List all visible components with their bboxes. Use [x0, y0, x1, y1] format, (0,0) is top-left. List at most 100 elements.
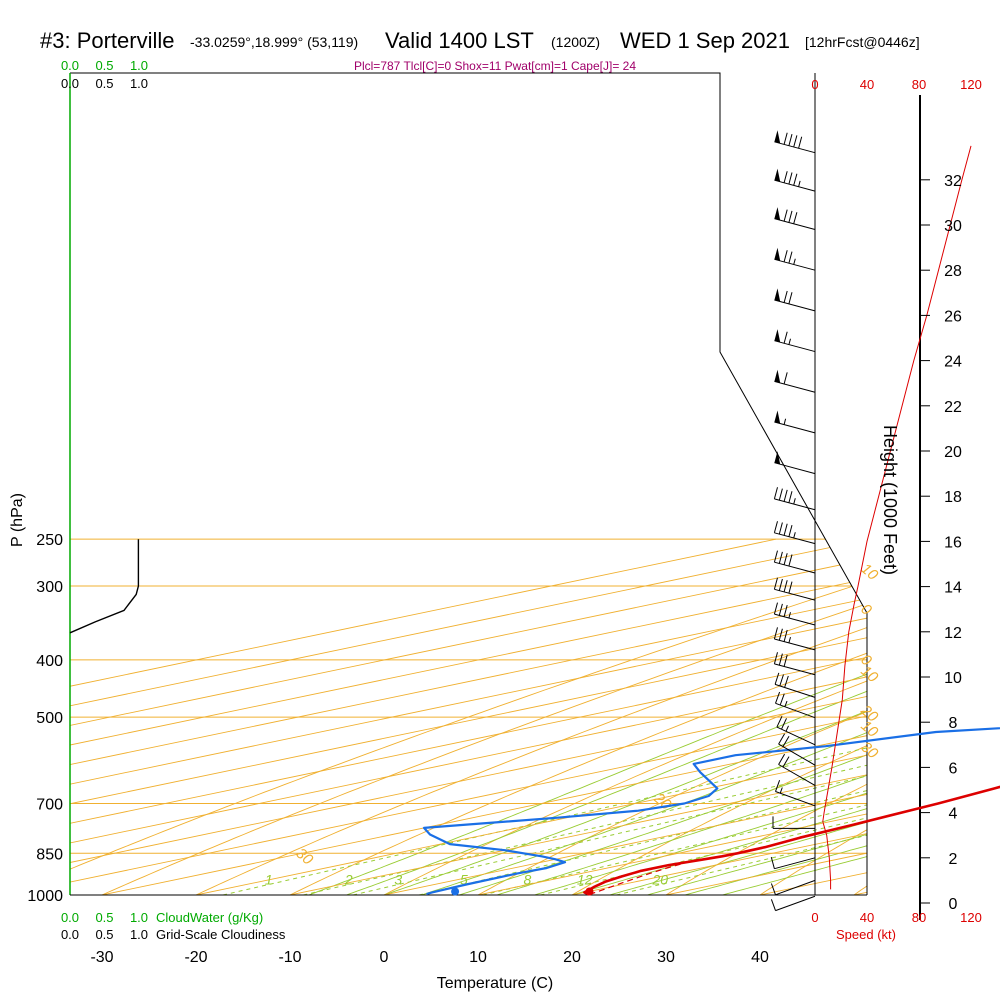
height-tick-label: 32 — [944, 173, 962, 190]
wind-barb — [773, 627, 816, 651]
moist-adiabat-line — [459, 538, 867, 895]
wind-barb-feather — [778, 628, 783, 641]
wind-barb-feather — [778, 603, 783, 616]
dry-adiabat-line — [740, 528, 867, 895]
isotherm-line — [571, 538, 867, 895]
temperature-tick-label: -10 — [278, 949, 301, 966]
dry-adiabat-line — [264, 528, 867, 895]
wind-barb-shaft — [774, 857, 816, 870]
cloudwater-tick-label-top: 1.0 — [130, 58, 148, 73]
wind-barb-feather — [788, 292, 793, 305]
mixing-ratio-label: 20 — [651, 872, 668, 888]
wind-barb-shaft — [774, 218, 816, 231]
pressure-ticks: 250 300 400 500 700 850 1000 — [27, 532, 63, 905]
isotherm-line — [383, 538, 867, 895]
height-axis-title: Height (1000 Feet) — [880, 425, 900, 575]
wind-barb-pennant — [774, 410, 781, 424]
moist-adiabat-line — [496, 538, 867, 895]
height-tick-label: 22 — [944, 399, 962, 416]
wind-barb-feather — [779, 674, 784, 687]
wind-barb-feather — [783, 372, 788, 385]
wind-barb-feather — [775, 691, 781, 704]
wind-barb — [774, 672, 816, 698]
wind-barb-feather — [783, 523, 788, 536]
height-tick-label: 16 — [944, 534, 962, 551]
wind-barb — [773, 602, 816, 626]
wind-barb-feather — [788, 338, 791, 345]
wind-barb — [774, 288, 816, 312]
wind-barb — [770, 879, 816, 896]
wind-barb-pennant — [774, 168, 781, 182]
wind-barb — [774, 410, 816, 434]
wind-barb-feather — [785, 725, 789, 732]
parcel-path — [589, 858, 699, 896]
wind-barb-feather — [783, 604, 788, 617]
isotherm-line — [101, 538, 867, 895]
mixing-ratio-label: 2 — [344, 872, 353, 888]
parcel-line — [589, 858, 699, 896]
wind-barb-feather — [793, 258, 796, 265]
wind-barb-shaft — [774, 663, 816, 676]
wind-barb-feather — [788, 612, 791, 619]
mixing-ratio-label: 1 — [265, 872, 273, 888]
wind-barb-feather — [793, 212, 798, 224]
height-tick-label: 8 — [949, 715, 958, 732]
wind-barb-feather — [779, 693, 785, 706]
isotherm-line — [195, 538, 867, 895]
height-tick-label: 20 — [944, 444, 962, 461]
cloudwater-tick-label-top: 0.5 — [95, 58, 113, 73]
wind-barb-feather — [798, 136, 803, 149]
speed-tick-label-bottom: 40 — [860, 910, 874, 925]
wind-barb — [775, 780, 816, 807]
wind-barb — [778, 753, 816, 786]
cloudiness-tick-label-bottom: 1.0 — [130, 927, 148, 942]
cloudwater-tick-label-top: 0.0 — [61, 58, 79, 73]
wind-barb-feather — [783, 489, 788, 502]
moist-adiabat-line — [534, 538, 867, 895]
mixing-ratio-line — [352, 659, 867, 895]
wind-barb-feather — [788, 491, 793, 503]
temperature-tick-label: 20 — [563, 949, 581, 966]
title-zulu: (1200Z) — [551, 34, 600, 50]
wind-barb-feather — [783, 418, 787, 425]
dry-adiabat-line — [73, 528, 867, 895]
dry-adiabat-line — [70, 528, 867, 895]
wind-barb-feather — [770, 883, 776, 895]
moist-adiabat-line — [684, 538, 867, 895]
speed-tick-label-bottom: 80 — [912, 910, 926, 925]
wind-barb-feather — [793, 498, 796, 505]
wind-barb-feather — [784, 700, 788, 707]
wind-speed-profile — [822, 145, 972, 890]
wind-barb-feather — [778, 653, 783, 666]
wind-barb-shaft — [774, 179, 816, 192]
cloudiness-line — [69, 539, 140, 634]
speed-tick-label-top: 80 — [912, 77, 926, 92]
temperature-ticks: -30 -20 -10 0 10 20 30 40 — [90, 949, 769, 966]
title-coords: -33.0259°,18.999° (53,119) — [190, 34, 358, 50]
moist-adiabat-line — [346, 538, 867, 895]
wind-barb-shaft — [774, 462, 816, 475]
wind-barb-shaft — [774, 258, 816, 271]
wind-barb-feather — [783, 209, 788, 222]
chart-title: #3: Porterville -33.0259°,18.999° (53,11… — [40, 28, 920, 53]
dewpoint-line — [422, 727, 1000, 896]
wind-barb-feather — [788, 251, 793, 264]
height-tick-label: 26 — [944, 308, 962, 325]
wind-barb-pennant — [774, 207, 781, 221]
wind-barb — [775, 691, 816, 719]
wind-barb-feather — [773, 521, 778, 533]
moist-adiabat-line — [421, 538, 867, 895]
wind-barb-feather — [788, 554, 793, 567]
wind-barb — [773, 652, 816, 676]
wind-barb-feather — [778, 522, 783, 535]
temperature-tick-label: -30 — [90, 949, 113, 966]
wind-barb-shaft — [774, 141, 816, 154]
wind-barb-feather — [773, 550, 778, 563]
isotherm-line — [70, 538, 777, 895]
wind-barb-feather — [783, 171, 788, 183]
surface-dewpoint-marker — [451, 887, 460, 896]
wind-barb-pennant — [774, 369, 781, 383]
cloudwater-tick-label-bottom: 0.5 — [95, 910, 113, 925]
